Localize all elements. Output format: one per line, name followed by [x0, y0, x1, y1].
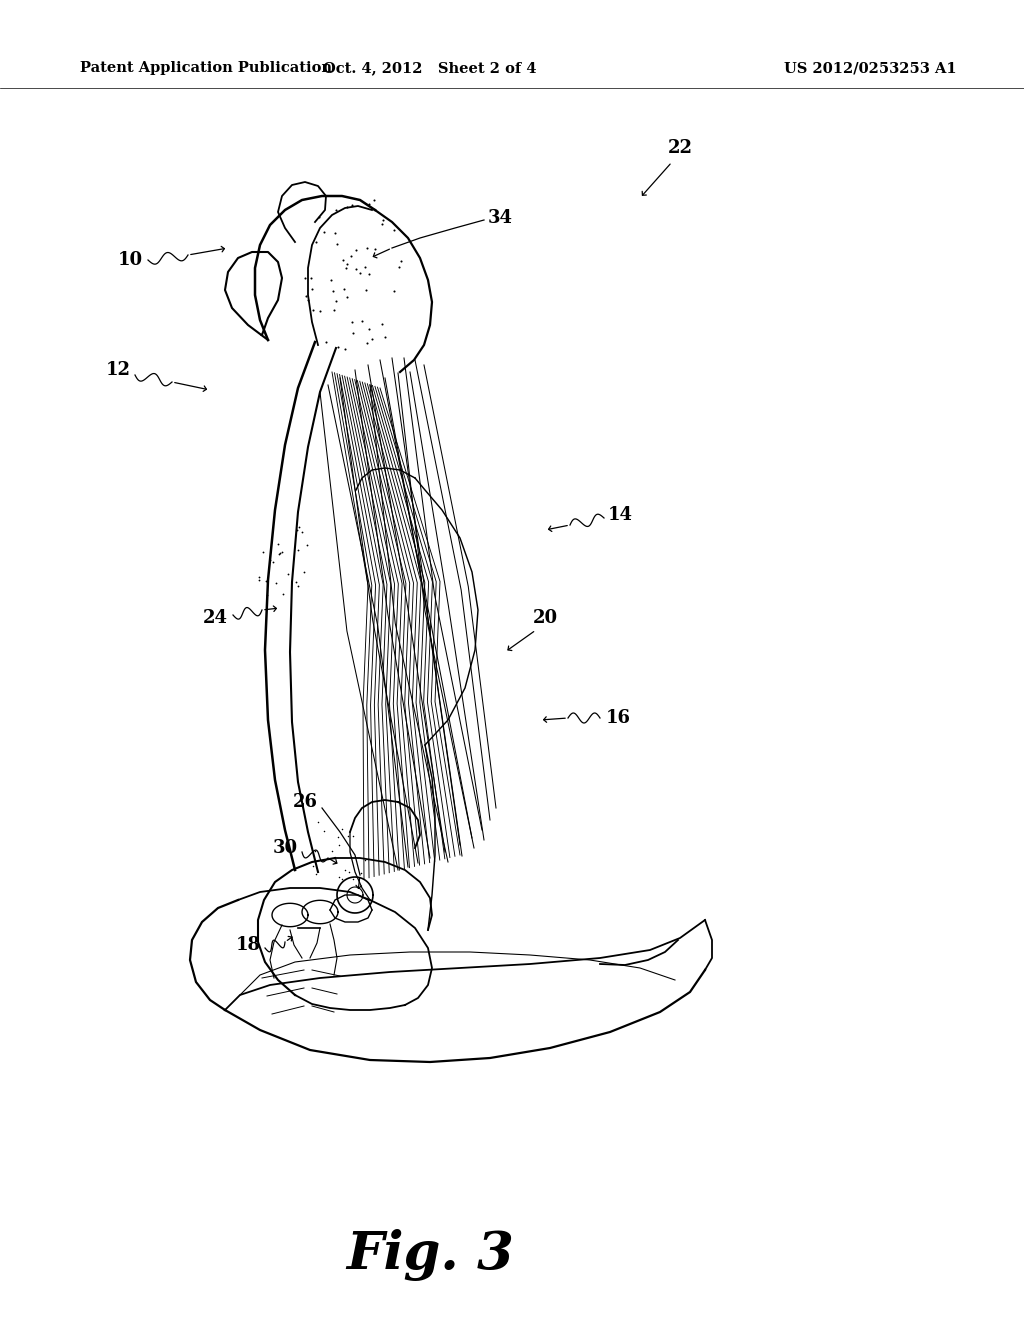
Text: 34: 34	[487, 209, 512, 227]
Text: Oct. 4, 2012   Sheet 2 of 4: Oct. 4, 2012 Sheet 2 of 4	[324, 61, 537, 75]
Text: 24: 24	[203, 609, 227, 627]
Text: US 2012/0253253 A1: US 2012/0253253 A1	[783, 61, 956, 75]
Text: 18: 18	[236, 936, 260, 954]
Text: Fig. 3: Fig. 3	[346, 1229, 514, 1280]
Text: 26: 26	[293, 793, 317, 810]
Text: 20: 20	[532, 609, 557, 627]
Text: 22: 22	[668, 139, 692, 157]
Text: 30: 30	[272, 840, 298, 857]
Text: 10: 10	[118, 251, 142, 269]
Text: 14: 14	[607, 506, 633, 524]
Text: Patent Application Publication: Patent Application Publication	[80, 61, 332, 75]
Text: 16: 16	[605, 709, 631, 727]
Text: 12: 12	[105, 360, 130, 379]
